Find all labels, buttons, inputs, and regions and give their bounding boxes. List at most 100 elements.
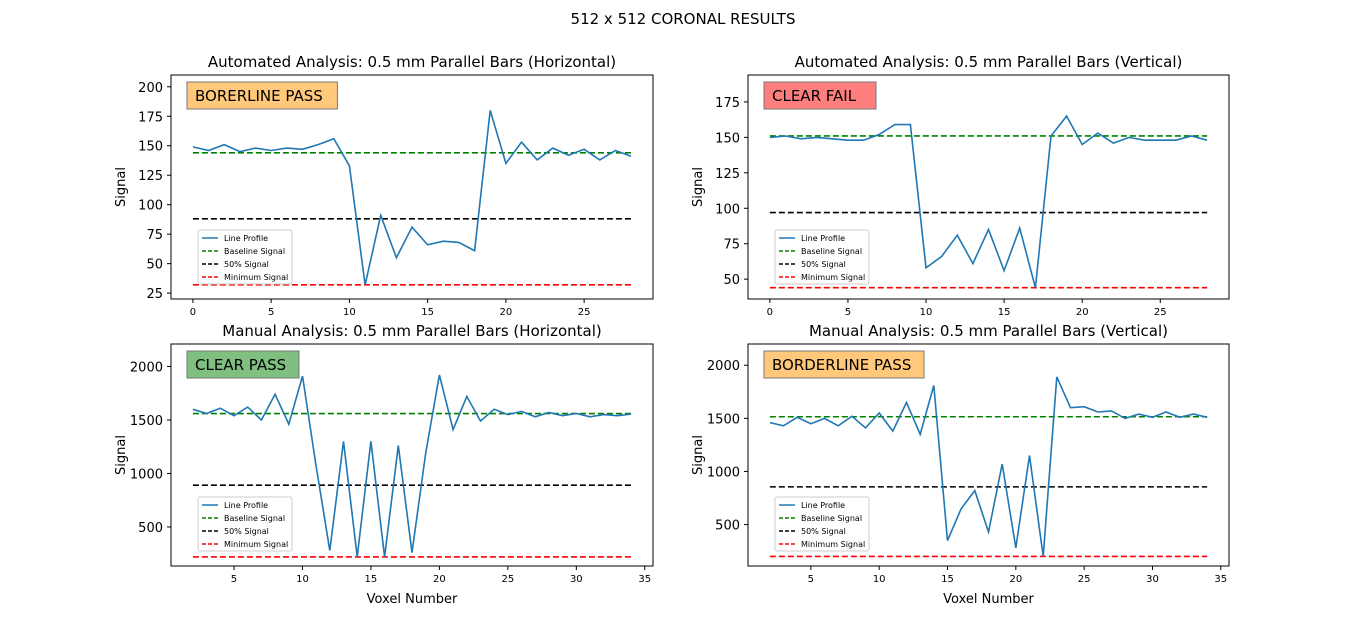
y-tick-label: 25	[146, 287, 163, 302]
legend-box	[197, 229, 293, 285]
y-tick-label: 1500	[707, 412, 740, 427]
y-axis-label: Signal	[691, 435, 706, 475]
legend-label: Minimum Signal	[801, 273, 865, 282]
legend-label: Baseline Signal	[801, 514, 862, 523]
chart-panel-4: Manual Analysis: 0.5 mm Parallel Bars (V…	[691, 322, 1230, 607]
status-badge-text: BORDERLINE PASS	[772, 356, 911, 374]
x-tick-label: 25	[1154, 307, 1167, 318]
legend-label: Line Profile	[801, 501, 845, 510]
x-tick-label: 25	[501, 574, 514, 585]
x-tick-label: 20	[1009, 574, 1022, 585]
line-profile-series	[769, 114, 1208, 288]
chart-panel-1: Automated Analysis: 0.5 mm Parallel Bars…	[114, 53, 654, 318]
legend-label: Minimum Signal	[224, 273, 288, 282]
chart-panel-3: Manual Analysis: 0.5 mm Parallel Bars (H…	[114, 322, 654, 607]
x-tick-label: 0	[190, 307, 196, 318]
x-tick-label: 10	[343, 307, 356, 318]
legend: Line Profile Baseline Signal 50% Signal Min…	[774, 496, 870, 552]
y-tick-label: 2000	[130, 360, 163, 375]
x-tick-label: 35	[638, 574, 651, 585]
y-tick-label: 125	[715, 167, 740, 182]
status-badge-box	[186, 350, 300, 379]
plot-area	[170, 74, 654, 300]
y-tick-label: 500	[138, 521, 163, 536]
x-axis-label: Voxel Number	[367, 592, 458, 607]
x-tick-label: 25	[1078, 574, 1091, 585]
chart-title: Manual Analysis: 0.5 mm Parallel Bars (V…	[809, 322, 1168, 340]
legend: Line Profile Baseline Signal 50% Signal Min…	[774, 229, 870, 285]
legend-box	[197, 496, 293, 552]
y-tick-label: 50	[723, 273, 740, 288]
y-tick-label: 100	[138, 199, 163, 214]
status-badge-text: CLEAR PASS	[195, 356, 286, 374]
y-tick-label: 125	[138, 169, 163, 184]
y-tick-label: 100	[715, 202, 740, 217]
x-tick-label: 20	[433, 574, 446, 585]
status-badge-box	[763, 350, 925, 379]
legend-label: 50% Signal	[224, 260, 269, 269]
y-tick-label: 500	[715, 519, 740, 534]
legend-label: Line Profile	[801, 234, 845, 243]
legend: Line Profile Baseline Signal 50% Signal Min…	[197, 229, 293, 285]
plot-area	[747, 343, 1230, 567]
legend-label: 50% Signal	[801, 527, 846, 536]
legend-label: Minimum Signal	[801, 540, 865, 549]
x-tick-label: 10	[296, 574, 309, 585]
x-tick-label: 25	[578, 307, 591, 318]
x-tick-label: 5	[845, 307, 851, 318]
legend-label: 50% Signal	[801, 260, 846, 269]
x-tick-label: 20	[500, 307, 513, 318]
legend-label: Line Profile	[224, 501, 268, 510]
x-tick-label: 5	[268, 307, 274, 318]
x-tick-label: 5	[808, 574, 814, 585]
y-tick-label: 1500	[130, 414, 163, 429]
y-axis-label: Signal	[114, 435, 129, 475]
legend-label: Baseline Signal	[801, 247, 862, 256]
x-tick-label: 10	[920, 307, 933, 318]
x-tick-label: 5	[231, 574, 237, 585]
chart-title: Automated Analysis: 0.5 mm Parallel Bars…	[208, 53, 616, 71]
x-tick-label: 0	[767, 307, 773, 318]
status-badge-box	[763, 81, 877, 110]
y-tick-label: 175	[715, 96, 740, 111]
status-badge-box	[186, 81, 338, 110]
chart-panel-2: Automated Analysis: 0.5 mm Parallel Bars…	[691, 53, 1230, 318]
y-tick-label: 1000	[130, 467, 163, 482]
legend-box	[774, 496, 870, 552]
y-tick-label: 2000	[707, 359, 740, 374]
status-badge-text: CLEAR FAIL	[772, 87, 857, 105]
legend-label: Line Profile	[224, 234, 268, 243]
y-tick-label: 75	[146, 228, 163, 243]
y-tick-label: 175	[138, 110, 163, 125]
y-tick-label: 150	[138, 140, 163, 155]
x-tick-label: 30	[1146, 574, 1159, 585]
y-tick-label: 75	[723, 238, 740, 253]
figure-title: 512 x 512 CORONAL RESULTS	[571, 10, 796, 28]
legend: Line Profile Baseline Signal 50% Signal Min…	[197, 496, 293, 552]
y-tick-label: 150	[715, 131, 740, 146]
line-profile-series	[192, 110, 632, 286]
chart-title: Manual Analysis: 0.5 mm Parallel Bars (H…	[222, 322, 601, 340]
line-profile-series	[769, 376, 1208, 557]
plot-area	[170, 343, 654, 567]
x-tick-label: 15	[421, 307, 434, 318]
legend-label: Baseline Signal	[224, 514, 285, 523]
x-tick-label: 35	[1214, 574, 1227, 585]
legend-box	[774, 229, 870, 285]
y-axis-label: Signal	[114, 167, 129, 207]
y-tick-label: 200	[138, 81, 163, 96]
x-tick-label: 15	[998, 307, 1011, 318]
status-badge: CLEAR FAIL	[763, 81, 877, 110]
y-tick-label: 50	[146, 258, 163, 273]
chart-panels: Automated Analysis: 0.5 mm Parallel Bars…	[114, 53, 1230, 607]
status-badge: BORERLINE PASS	[186, 81, 338, 110]
status-badge: BORDERLINE PASS	[763, 350, 925, 379]
x-tick-label: 10	[873, 574, 886, 585]
status-badge-text: BORERLINE PASS	[195, 87, 323, 105]
x-tick-label: 30	[570, 574, 583, 585]
x-tick-label: 20	[1076, 307, 1089, 318]
x-tick-label: 15	[365, 574, 378, 585]
y-axis-label: Signal	[691, 167, 706, 207]
x-tick-label: 15	[941, 574, 954, 585]
